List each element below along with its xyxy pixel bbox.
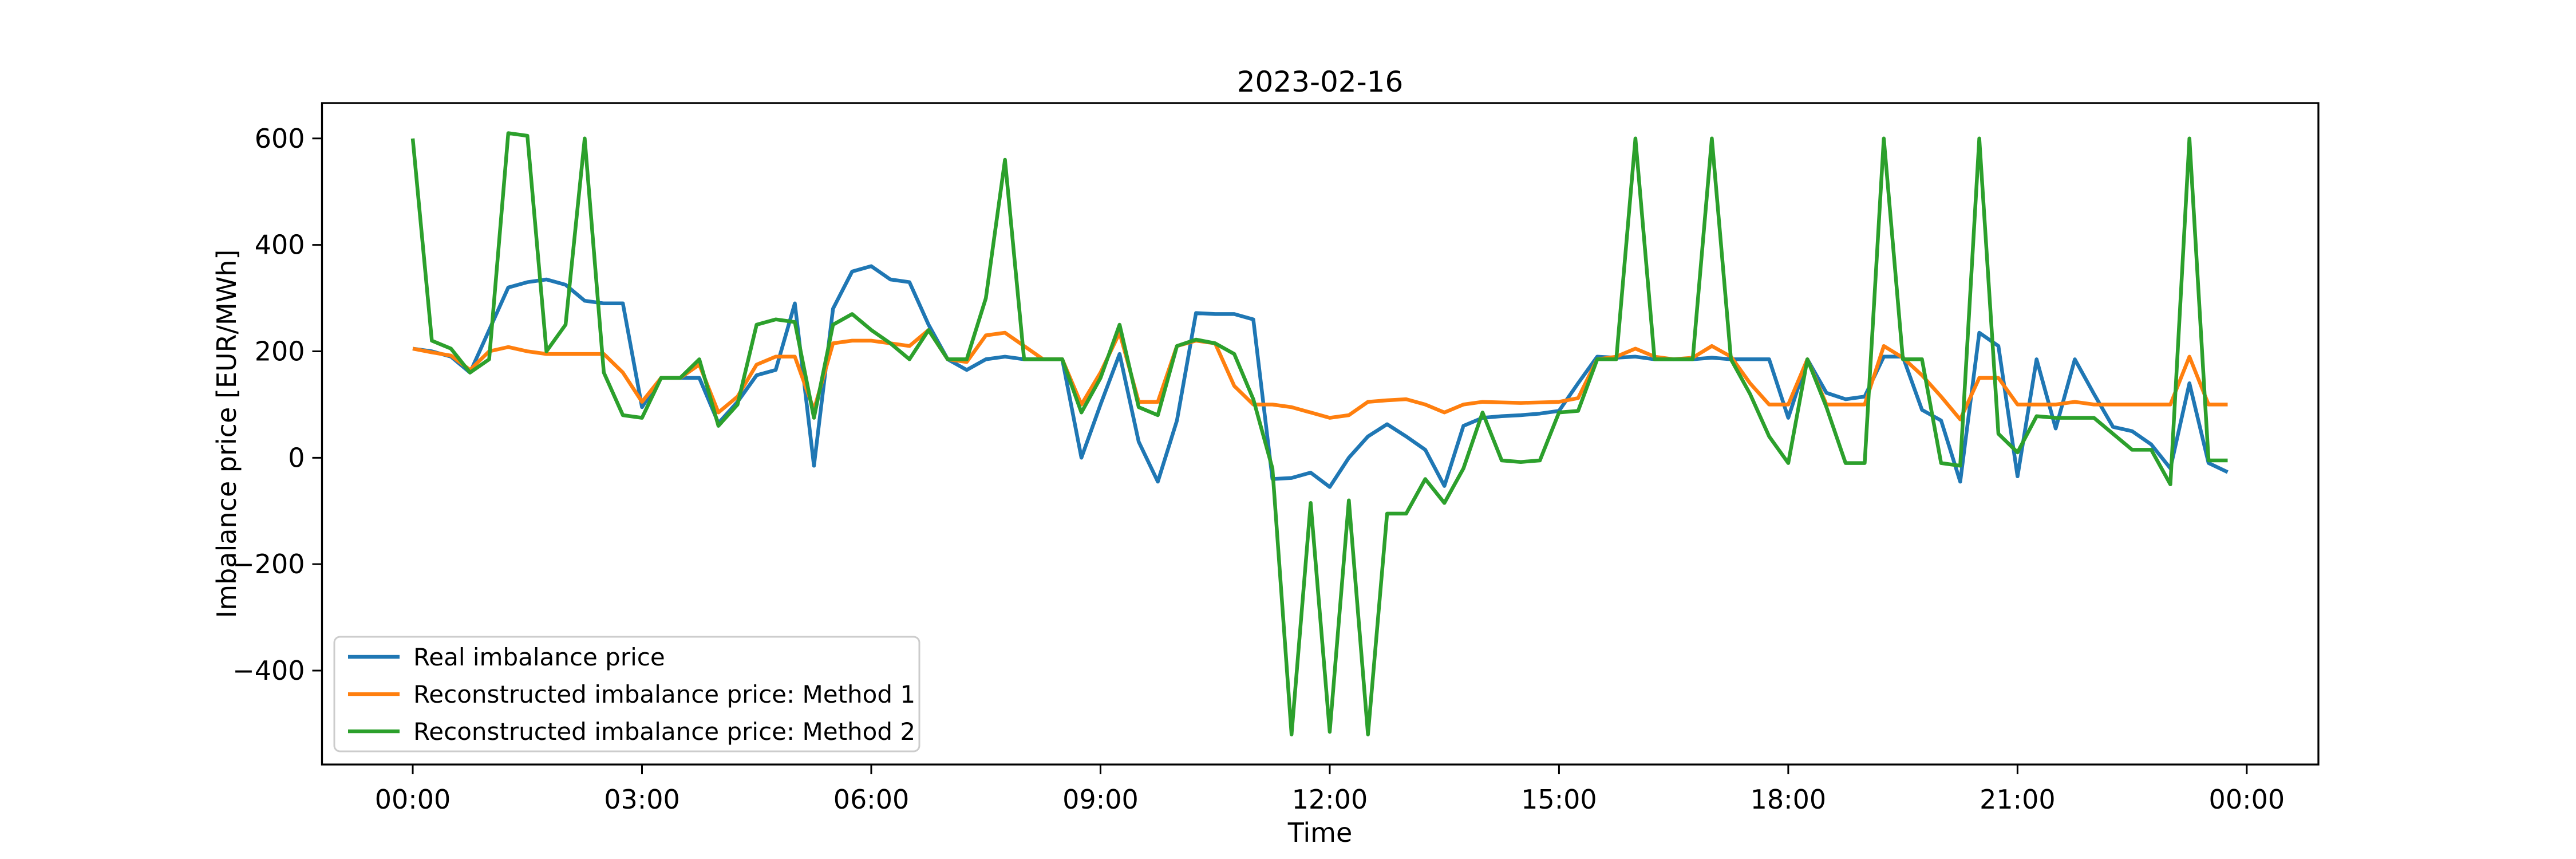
x-tick-label: 15:00 bbox=[1521, 784, 1597, 815]
x-tick-label: 09:00 bbox=[1062, 784, 1139, 815]
chart-title: 2023-02-16 bbox=[1237, 65, 1404, 98]
y-tick-label: 600 bbox=[255, 123, 305, 154]
x-tick-label: 00:00 bbox=[375, 784, 451, 815]
x-axis-ticks: 00:00 03:00 06:00 09:00 12:00 15:00 18:00 21:00… bbox=[375, 765, 2285, 815]
legend-frame bbox=[333, 636, 920, 752]
x-axis-label: Time bbox=[1287, 817, 1353, 848]
x-tick-label: 21:00 bbox=[1980, 784, 2056, 815]
x-tick-label: 12:00 bbox=[1292, 784, 1368, 815]
legend-label-real-imbalance-price: Real imbalance price bbox=[413, 643, 665, 671]
axes-frame bbox=[321, 102, 2320, 766]
y-tick-label: −200 bbox=[232, 549, 305, 580]
y-tick-label: 0 bbox=[288, 442, 305, 473]
x-tick-label: 06:00 bbox=[833, 784, 910, 815]
series-line-2 bbox=[410, 131, 2228, 736]
y-axis-label: Imbalance price [EUR/MWh] bbox=[211, 250, 242, 618]
y-tick-label: 400 bbox=[255, 230, 305, 261]
x-tick-label: 18:00 bbox=[1751, 784, 1827, 815]
y-tick-label: 200 bbox=[255, 336, 305, 367]
legend-label-method-2: Reconstructed imbalance price: Method 2 bbox=[413, 718, 915, 746]
legend: Real imbalance price Reconstructed imbal… bbox=[333, 636, 920, 752]
series-lines bbox=[410, 131, 2229, 736]
legend-label-method-1: Reconstructed imbalance price: Method 1 bbox=[413, 680, 915, 708]
x-tick-label: 03:00 bbox=[604, 784, 680, 815]
x-tick-label: 00:00 bbox=[2209, 784, 2285, 815]
y-tick-label: −400 bbox=[232, 655, 305, 686]
y-axis-ticks: −400 −200 0 200 400 600 bbox=[232, 123, 322, 686]
